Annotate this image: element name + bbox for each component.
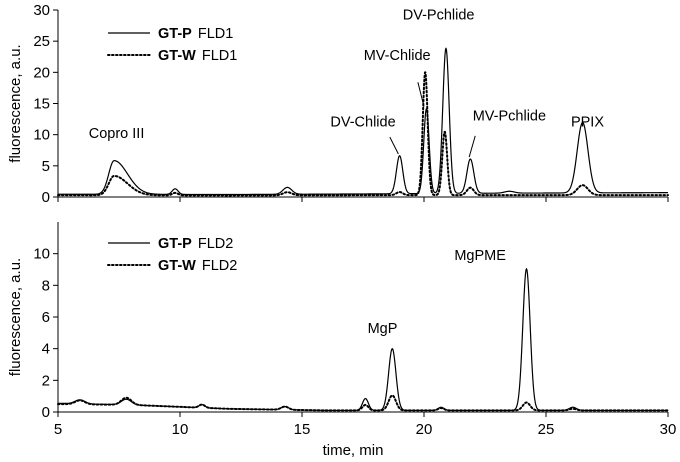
legend-sample-label: GT-W [158,48,196,64]
legend-entry: GT-P FLD1 [158,26,233,42]
y-tick-label: 10 [33,246,50,263]
y-tick-label: 10 [33,127,50,144]
series-line-solid [57,268,669,412]
legend-detector-label: FLD1 [198,26,233,42]
legend-entry: GT-P FLD2 [158,236,233,252]
peak-label: DV-Chlide [330,115,395,131]
legend-detector-label: FLD1 [202,48,237,64]
x-tick-label: 15 [294,421,311,438]
y-tick-label: 0 [42,404,50,421]
y-tick-label: 8 [42,277,50,294]
peak-label: MV-Chlide [364,48,431,64]
peak-label: MV-Pchlide [473,108,546,124]
peak-pointer-line [468,135,476,158]
legend-detector-label: FLD2 [198,236,233,252]
y-axis-label: fluorescence, a.u. [7,258,24,376]
x-tick-label: 10 [172,421,189,438]
peak-pointer-line [417,82,425,107]
y-tick-label: 6 [42,309,50,326]
x-tick-label: 30 [660,421,677,438]
x-tick-label: 20 [416,421,433,438]
y-axis-label: fluorescence, a.u. [7,44,24,162]
legend-sample-label: GT-P [158,26,192,42]
peak-label: MgPME [454,248,506,264]
series-line-dotted [57,394,669,412]
panel-fld2: 0 2 4 6 8 10 5 10 15 20 25 30 fluorescence, a.u. time… [7,222,676,459]
y-tick-label: 25 [33,33,50,50]
peak-label: PPIX [571,115,604,131]
y-tick-label: 30 [33,2,50,19]
peak-pointer-line [389,136,399,155]
peak-label: Copro III [89,126,145,142]
x-axis-label: time, min [323,442,384,459]
y-tick-label: 20 [33,64,50,81]
peak-label: MgP [368,321,398,337]
x-tick-label: 25 [538,421,555,438]
x-tick-label: 5 [54,421,62,438]
legend-entry: GT-W FLD2 [158,258,237,274]
legend-entry: GT-W FLD1 [158,48,237,64]
legend-sample-label: GT-P [158,236,192,252]
y-tick-label: 4 [42,341,50,358]
y-tick-label: 15 [33,96,50,113]
legend-sample-label: GT-W [158,258,196,274]
y-tick-label: 5 [42,158,50,175]
legend-detector-label: FLD2 [202,258,237,274]
y-tick-label: 0 [42,189,50,206]
y-tick-label: 2 [42,372,50,389]
peak-label: DV-Pchlide [403,7,475,23]
series-line-dotted [57,71,669,197]
